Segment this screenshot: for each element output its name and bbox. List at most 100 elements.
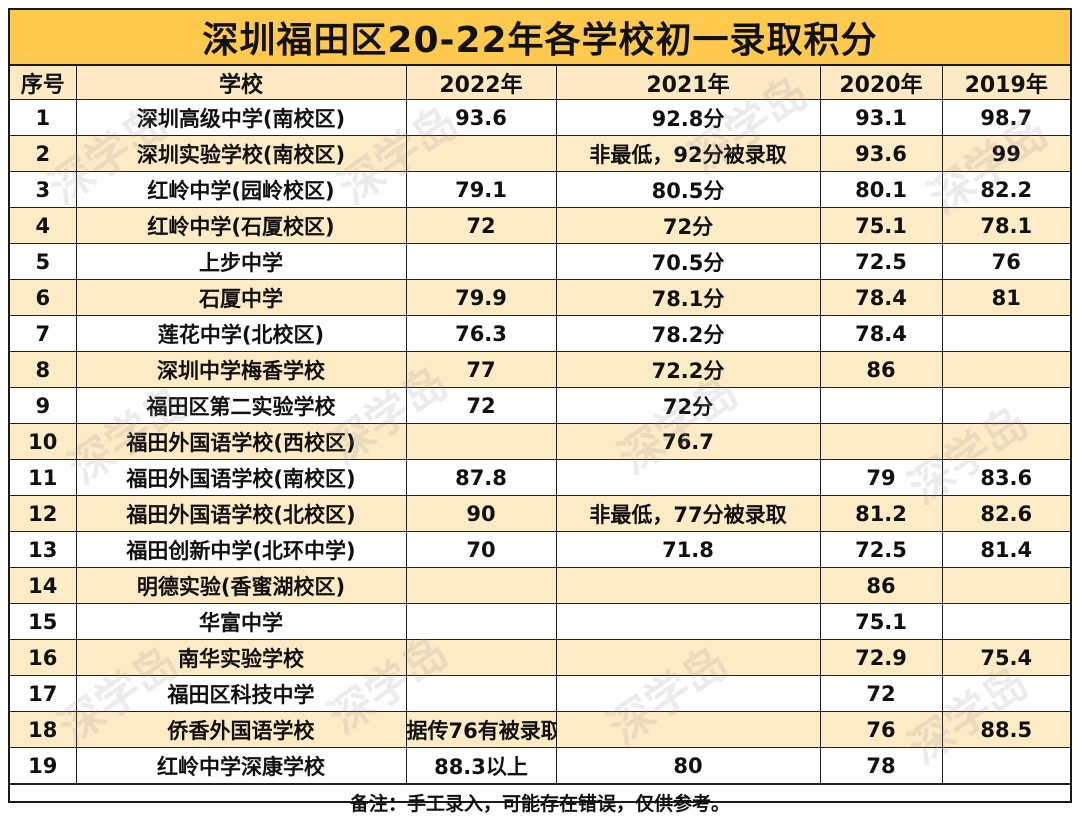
cell-2022: 据传76有被录取 xyxy=(405,711,557,748)
cell-school: 福田外国语学校(南校区) xyxy=(75,459,407,496)
cell-2021: 78.2分 xyxy=(555,315,821,352)
table-row: 18 侨香外国语学校 据传76有被录取 76 88.5 xyxy=(10,711,1070,748)
table-row: 8 深圳中学梅香学校 77 72.2分 86 xyxy=(10,351,1070,388)
cell-2020: 78.4 xyxy=(819,315,943,352)
cell-2021: 78.1分 xyxy=(555,279,821,316)
cell-no: 1 xyxy=(10,99,77,136)
cell-2022: 93.6 xyxy=(405,99,557,136)
cell-2019: 98.7 xyxy=(941,99,1070,136)
cell-school: 福田外国语学校(西校区) xyxy=(75,423,407,460)
cell-2021: 70.5分 xyxy=(555,243,821,280)
cell-school: 红岭中学(石厦校区) xyxy=(75,207,407,244)
cell-2022 xyxy=(405,423,557,460)
cell-2021: 72分 xyxy=(555,207,821,244)
cell-2019 xyxy=(941,387,1070,424)
cell-school: 红岭中学深康学校 xyxy=(75,747,407,784)
cell-school: 南华实验学校 xyxy=(75,639,407,676)
cell-no: 8 xyxy=(10,351,77,388)
cell-no: 5 xyxy=(10,243,77,280)
cell-no: 13 xyxy=(10,531,77,568)
cell-no: 3 xyxy=(10,171,77,208)
cell-2021 xyxy=(555,711,821,748)
cell-2021 xyxy=(555,639,821,676)
cell-2021 xyxy=(555,567,821,604)
score-sheet: 深圳福田区20-22年各学校初一录取积分 序号 学校 2022年 2021年 2… xyxy=(8,8,1072,815)
cell-2020: 72 xyxy=(819,675,943,712)
cell-2020: 72.9 xyxy=(819,639,943,676)
cell-2019 xyxy=(941,567,1070,604)
cell-school: 莲花中学(北校区) xyxy=(75,315,407,352)
table-row: 5 上步中学 70.5分 72.5 76 xyxy=(10,243,1070,280)
cell-2020: 79 xyxy=(819,459,943,496)
cell-2022: 72 xyxy=(405,207,557,244)
cell-2020: 86 xyxy=(819,351,943,388)
cell-2022 xyxy=(405,675,557,712)
cell-no: 2 xyxy=(10,135,77,172)
footnote: 备注：手工录入，可能存在错误，仅供参考。 xyxy=(10,784,1070,819)
header-2020: 2020年 xyxy=(819,66,943,100)
cell-2019 xyxy=(941,675,1070,712)
cell-no: 17 xyxy=(10,675,77,712)
table-row: 2 深圳实验学校(南校区) 非最低，92分被录取 93.6 99 xyxy=(10,135,1070,172)
cell-2022: 70 xyxy=(405,531,557,568)
score-table: 序号 学校 2022年 2021年 2020年 2019年 1 深圳高级中学(南校… xyxy=(10,66,1070,784)
cell-2022 xyxy=(405,243,557,280)
cell-2021: 71.8 xyxy=(555,531,821,568)
cell-2021: 80.5分 xyxy=(555,171,821,208)
cell-2022: 79.1 xyxy=(405,171,557,208)
cell-school: 福田创新中学(北环中学) xyxy=(75,531,407,568)
cell-2021: 非最低，77分被录取 xyxy=(555,495,821,532)
cell-school: 福田区科技中学 xyxy=(75,675,407,712)
table-row: 19 红岭中学深康学校 88.3以上 80 78 xyxy=(10,747,1070,784)
cell-2021: 76.7 xyxy=(555,423,821,460)
cell-2021: 92.8分 xyxy=(555,99,821,136)
cell-2022: 79.9 xyxy=(405,279,557,316)
table-row: 11 福田外国语学校(南校区) 87.8 79 83.6 xyxy=(10,459,1070,496)
table-row: 1 深圳高级中学(南校区) 93.6 92.8分 93.1 98.7 xyxy=(10,99,1070,136)
cell-2021: 72.2分 xyxy=(555,351,821,388)
cell-2019: 76 xyxy=(941,243,1070,280)
cell-2020: 75.1 xyxy=(819,603,943,640)
table-row: 4 红岭中学(石厦校区) 72 72分 75.1 78.1 xyxy=(10,207,1070,244)
cell-2019: 82.2 xyxy=(941,171,1070,208)
cell-2020: 93.1 xyxy=(819,99,943,136)
cell-2020: 78.4 xyxy=(819,279,943,316)
cell-no: 6 xyxy=(10,279,77,316)
cell-no: 16 xyxy=(10,639,77,676)
cell-no: 15 xyxy=(10,603,77,640)
cell-2019: 88.5 xyxy=(941,711,1070,748)
cell-2022: 90 xyxy=(405,495,557,532)
cell-2019 xyxy=(941,423,1070,460)
cell-no: 7 xyxy=(10,315,77,352)
cell-2019: 78.1 xyxy=(941,207,1070,244)
table-row: 16 南华实验学校 72.9 75.4 xyxy=(10,639,1070,676)
cell-2022: 87.8 xyxy=(405,459,557,496)
table-row: 9 福田区第二实验学校 72 72分 xyxy=(10,387,1070,424)
cell-no: 18 xyxy=(10,711,77,748)
cell-2020: 72.5 xyxy=(819,243,943,280)
cell-school: 深圳高级中学(南校区) xyxy=(75,99,407,136)
cell-2020: 86 xyxy=(819,567,943,604)
cell-2020: 93.6 xyxy=(819,135,943,172)
table-row: 3 红岭中学(园岭校区) 79.1 80.5分 80.1 82.2 xyxy=(10,171,1070,208)
cell-school: 石厦中学 xyxy=(75,279,407,316)
cell-2022 xyxy=(405,603,557,640)
cell-no: 12 xyxy=(10,495,77,532)
cell-2022: 77 xyxy=(405,351,557,388)
cell-no: 14 xyxy=(10,567,77,604)
header-no: 序号 xyxy=(10,66,77,100)
table-row: 13 福田创新中学(北环中学) 70 71.8 72.5 81.4 xyxy=(10,531,1070,568)
cell-2019: 81.4 xyxy=(941,531,1070,568)
cell-2021: 72分 xyxy=(555,387,821,424)
cell-2019 xyxy=(941,747,1070,784)
cell-2019: 99 xyxy=(941,135,1070,172)
table-row: 6 石厦中学 79.9 78.1分 78.4 81 xyxy=(10,279,1070,316)
cell-no: 9 xyxy=(10,387,77,424)
cell-2021: 非最低，92分被录取 xyxy=(555,135,821,172)
cell-2019 xyxy=(941,351,1070,388)
cell-school: 福田外国语学校(北校区) xyxy=(75,495,407,532)
cell-2019: 83.6 xyxy=(941,459,1070,496)
cell-2020 xyxy=(819,387,943,424)
cell-2019: 75.4 xyxy=(941,639,1070,676)
cell-2020 xyxy=(819,423,943,460)
